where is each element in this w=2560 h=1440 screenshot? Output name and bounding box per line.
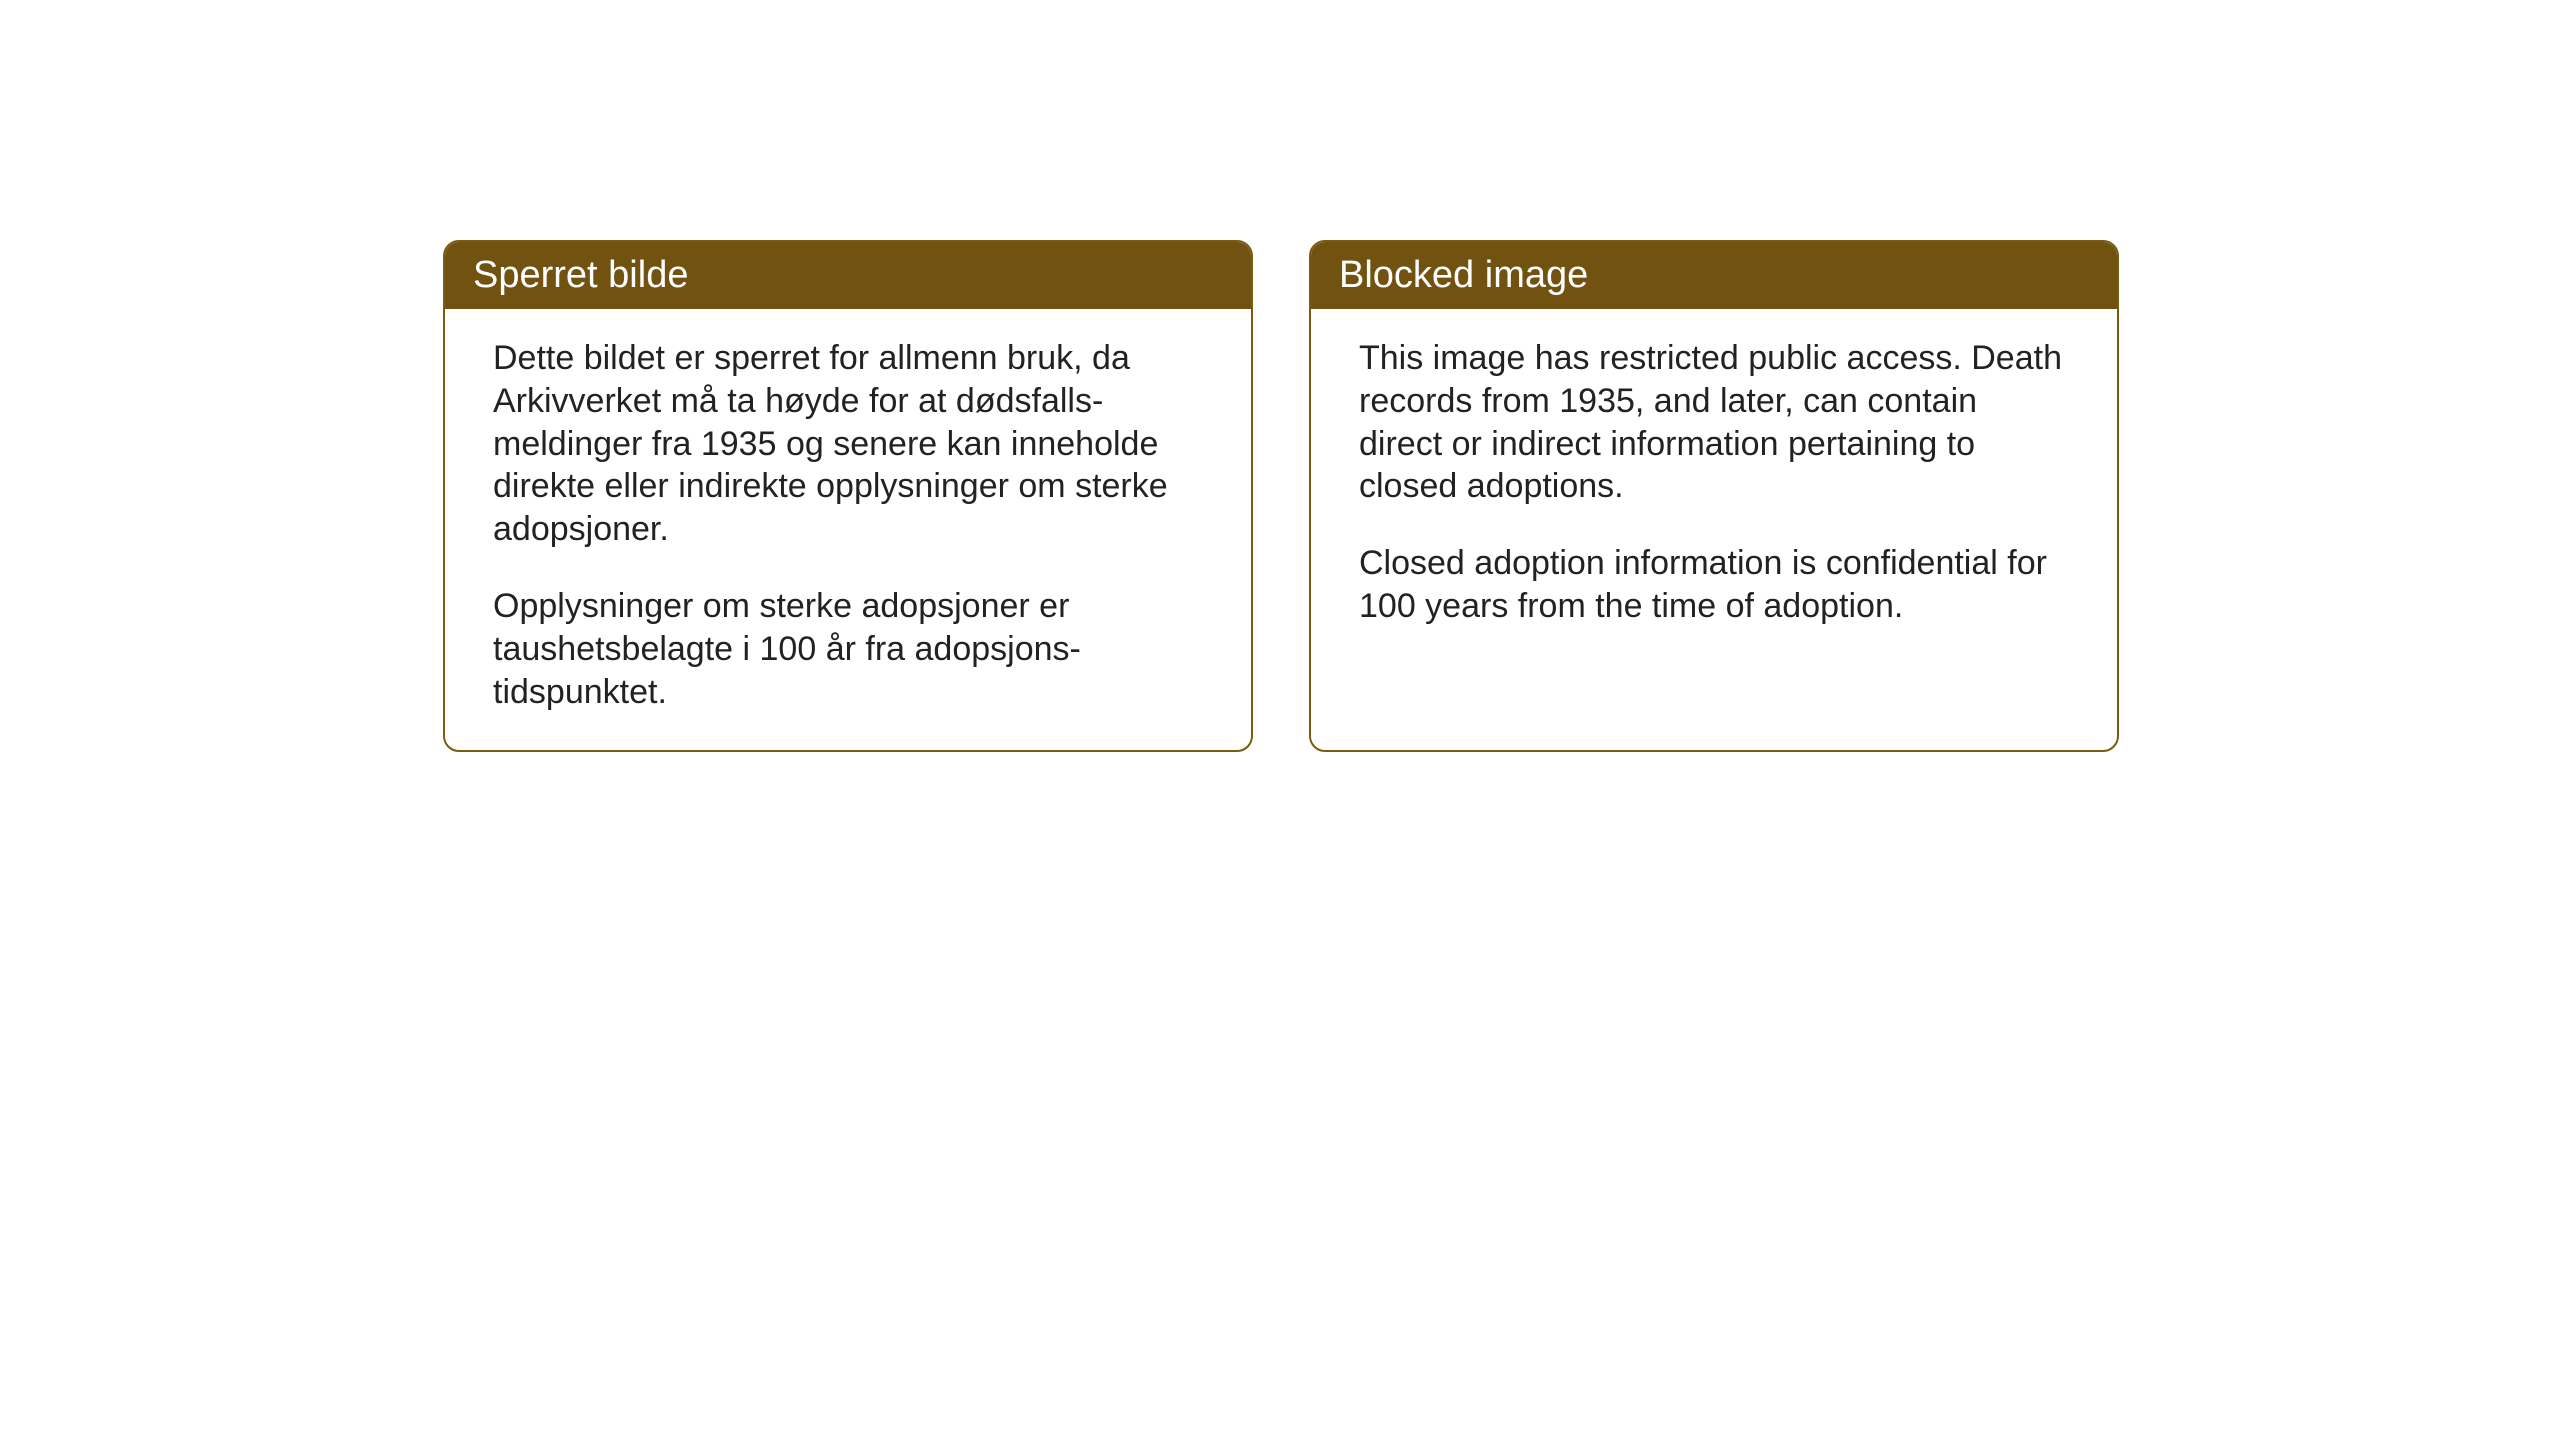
notice-cards-container: Sperret bilde Dette bildet er sperret fo… xyxy=(443,240,2560,752)
card-body-norwegian: Dette bildet er sperret for allmenn bruk… xyxy=(445,309,1251,750)
card-paragraph: Closed adoption information is confident… xyxy=(1359,542,2069,628)
card-paragraph: This image has restricted public access.… xyxy=(1359,337,2069,508)
card-header-norwegian: Sperret bilde xyxy=(445,242,1251,309)
card-paragraph: Opplysninger om sterke adopsjoner er tau… xyxy=(493,585,1203,713)
card-title: Blocked image xyxy=(1339,254,1588,296)
notice-card-norwegian: Sperret bilde Dette bildet er sperret fo… xyxy=(443,240,1253,752)
card-paragraph: Dette bildet er sperret for allmenn bruk… xyxy=(493,337,1203,551)
card-header-english: Blocked image xyxy=(1311,242,2117,309)
card-title: Sperret bilde xyxy=(473,254,688,296)
card-body-english: This image has restricted public access.… xyxy=(1311,309,2117,664)
notice-card-english: Blocked image This image has restricted … xyxy=(1309,240,2119,752)
